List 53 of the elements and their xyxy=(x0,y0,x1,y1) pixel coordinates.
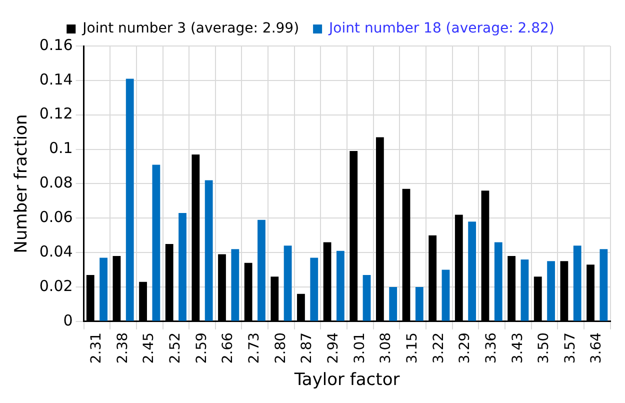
bar xyxy=(600,249,608,321)
x-tick-label: 3.36 xyxy=(483,332,500,364)
bar xyxy=(284,246,292,321)
x-tick-label: 2.87 xyxy=(299,332,316,364)
y-tick-label: 0.04 xyxy=(39,242,73,260)
bar xyxy=(520,259,529,321)
x-axis-title: Taylor factor xyxy=(293,370,400,390)
y-tick-label: 0 xyxy=(63,311,73,330)
x-tick-label: 2.59 xyxy=(194,332,210,364)
x-tick-label: 2.94 xyxy=(326,332,342,364)
x-tick-label: 3.01 xyxy=(352,332,368,364)
bar xyxy=(494,242,502,321)
bar xyxy=(389,287,398,321)
x-tick-label: 3.22 xyxy=(430,332,447,364)
bar xyxy=(573,246,582,321)
legend-label: Joint number 3 (average: 2.99) xyxy=(82,20,300,37)
y-tick-label: 0.1 xyxy=(48,139,73,158)
x-tick-label: 2.45 xyxy=(141,332,158,364)
y-tick-label: 0.14 xyxy=(39,70,73,88)
bar xyxy=(258,220,266,321)
bar xyxy=(415,287,424,321)
x-tick-label: 2.38 xyxy=(114,332,131,364)
y-tick-label: 0.06 xyxy=(39,208,73,226)
x-tick-label: 3.57 xyxy=(562,332,578,364)
bar xyxy=(100,258,108,321)
x-tick-label: 3.64 xyxy=(588,332,605,364)
y-tick-label: 0.08 xyxy=(39,174,73,192)
y-tick-label: 0.12 xyxy=(39,104,73,123)
bar xyxy=(468,222,476,321)
legend-label: Joint number 18 (average: 2.82) xyxy=(328,20,554,37)
x-tick-label: 3.29 xyxy=(457,332,474,364)
bar xyxy=(362,274,371,321)
y-tick-label: 0.02 xyxy=(39,276,73,295)
bar xyxy=(178,212,186,321)
bar xyxy=(126,78,134,321)
y-axis-title: Number fraction xyxy=(12,114,32,254)
bar xyxy=(204,180,213,321)
x-tick-label: 2.52 xyxy=(168,332,184,364)
x-tick-label: 2.31 xyxy=(88,332,105,364)
bar xyxy=(152,164,160,321)
x-tick-label: 3.15 xyxy=(404,332,420,364)
bar xyxy=(336,250,344,321)
bar xyxy=(231,249,240,321)
x-tick-label: 2.66 xyxy=(220,332,236,364)
x-tick-label: 3.08 xyxy=(378,332,394,364)
x-tick-label: 2.80 xyxy=(272,332,289,364)
x-tick-label: 3.43 xyxy=(510,332,526,364)
x-tick-label: 3.50 xyxy=(536,332,552,364)
bar xyxy=(310,258,318,321)
x-tick-label: 2.73 xyxy=(246,332,263,364)
bar xyxy=(442,270,450,321)
bar xyxy=(547,261,555,321)
y-tick-label: 0.16 xyxy=(39,36,73,54)
